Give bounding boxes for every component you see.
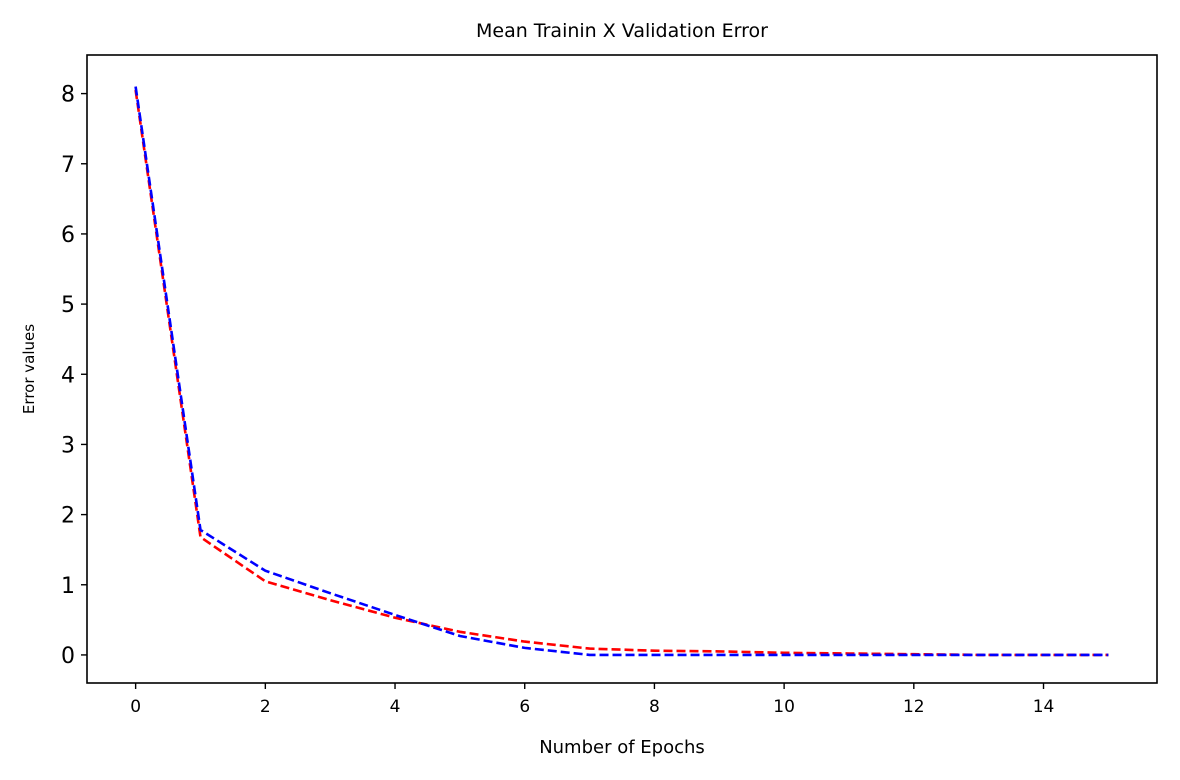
- x-tick-label: 14: [1033, 697, 1055, 717]
- y-axis: 0 1 2 3 4 5 6 7 8: [61, 83, 87, 669]
- x-tick-label: 0: [130, 697, 141, 717]
- axes-frame: [86, 54, 1158, 684]
- y-tick-label: 7: [61, 153, 75, 178]
- x-tick-label: 2: [260, 697, 271, 717]
- x-tick-label: 12: [903, 697, 925, 717]
- y-tick-label: 4: [61, 363, 75, 388]
- y-tick-label: 0: [61, 644, 75, 669]
- x-tick-label: 4: [390, 697, 401, 717]
- x-tick-label: 6: [519, 697, 530, 717]
- x-axis: 0 2 4 6 8 10 12 14: [130, 683, 1054, 717]
- y-tick-label: 2: [61, 504, 75, 529]
- series-line-2: [134, 86, 1109, 657]
- y-tick-label: 1: [61, 574, 75, 599]
- y-tick-label: 6: [61, 223, 75, 248]
- y-tick-label: 8: [61, 83, 75, 108]
- y-tick-label: 5: [61, 293, 75, 318]
- y-axis-label: Error values: [20, 324, 38, 414]
- plot-area: [134, 86, 1109, 657]
- x-axis-label: Number of Epochs: [539, 737, 705, 758]
- chart-title: Mean Trainin X Validation Error: [476, 20, 768, 42]
- x-tick-label: 8: [649, 697, 660, 717]
- x-tick-label: 10: [773, 697, 795, 717]
- series-line-1: [134, 89, 1109, 657]
- y-tick-label: 3: [61, 433, 75, 458]
